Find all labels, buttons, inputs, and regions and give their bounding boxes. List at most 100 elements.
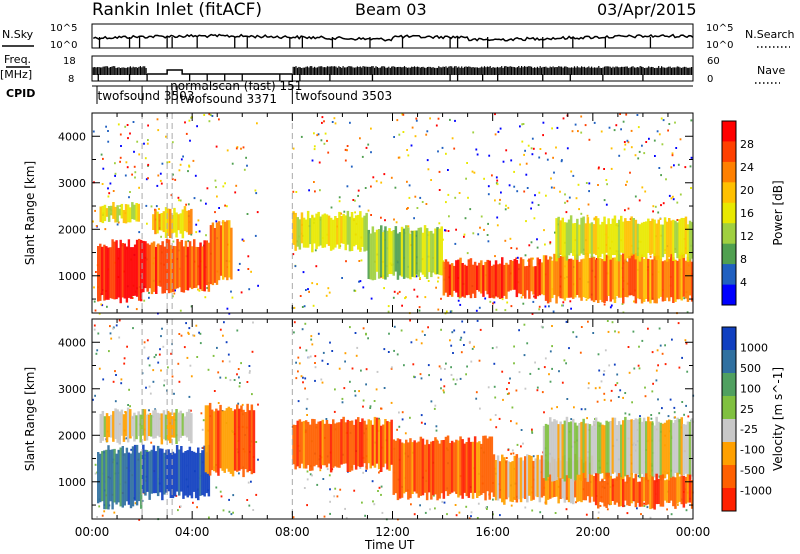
band-cell bbox=[103, 416, 107, 437]
scatter-cell bbox=[193, 197, 196, 200]
band-cell bbox=[146, 243, 149, 292]
scatter-cell bbox=[218, 118, 220, 121]
band-cell bbox=[574, 223, 577, 259]
band-cell bbox=[538, 459, 542, 503]
band-cell bbox=[611, 478, 615, 501]
scatter-cell bbox=[172, 240, 175, 243]
scatter-cell bbox=[636, 507, 638, 510]
scatter-cell bbox=[152, 369, 155, 372]
y-tick-label: 4000 bbox=[58, 130, 86, 143]
scatter-cell bbox=[183, 346, 186, 349]
scatter-cell bbox=[544, 305, 547, 308]
scatter-cell bbox=[109, 332, 112, 335]
scatter-cell bbox=[533, 295, 535, 298]
scatter-cell bbox=[495, 426, 498, 429]
band-cell bbox=[190, 208, 193, 234]
band-cell bbox=[534, 266, 537, 299]
band-cell bbox=[129, 247, 133, 299]
scatter-cell bbox=[376, 370, 379, 373]
scatter-cell bbox=[391, 366, 393, 369]
scatter-cell bbox=[566, 147, 569, 150]
scatter-cell bbox=[246, 164, 248, 167]
band-cell bbox=[144, 449, 147, 496]
band-cell bbox=[182, 452, 185, 499]
scatter-cell bbox=[524, 254, 527, 257]
scatter-cell bbox=[639, 415, 641, 418]
scatter-cell bbox=[413, 513, 416, 516]
scatter-cell bbox=[248, 504, 251, 507]
band-cell bbox=[630, 473, 633, 504]
scatter-cell bbox=[320, 139, 323, 142]
band-cell bbox=[352, 424, 356, 465]
scatter-cell bbox=[603, 398, 606, 401]
scatter-cell bbox=[661, 143, 664, 146]
band-cell bbox=[590, 222, 594, 258]
band-cell bbox=[634, 473, 638, 508]
scatter-cell bbox=[543, 229, 545, 232]
scatter-cell bbox=[523, 354, 526, 357]
band-cell bbox=[467, 437, 471, 498]
scatter-cell bbox=[684, 166, 687, 169]
scatter-cell bbox=[205, 234, 207, 237]
scatter-cell bbox=[329, 500, 331, 503]
nsearch-label: N.Search bbox=[745, 28, 795, 41]
band-cell bbox=[436, 440, 439, 501]
band-cell bbox=[342, 416, 345, 464]
x-tick-label: 12:00 bbox=[375, 525, 410, 539]
band-cell bbox=[607, 255, 610, 296]
beam-title: Beam 03 bbox=[355, 0, 427, 19]
scatter-cell bbox=[156, 118, 159, 121]
band-cell bbox=[117, 247, 120, 298]
scatter-cell bbox=[532, 257, 534, 260]
scatter-cell bbox=[190, 305, 193, 308]
scatter-cell bbox=[600, 380, 603, 383]
band-cell bbox=[138, 452, 141, 502]
band-cell bbox=[592, 256, 596, 303]
band-cell bbox=[665, 221, 669, 262]
band-cell bbox=[578, 224, 581, 256]
scatter-cell bbox=[380, 216, 382, 219]
band-cell bbox=[444, 259, 448, 293]
scatter-cell bbox=[114, 370, 116, 373]
band-cell bbox=[442, 261, 446, 296]
scatter-cell bbox=[506, 388, 508, 391]
band-cell bbox=[553, 253, 556, 295]
scatter-cell bbox=[92, 220, 94, 223]
band-cell bbox=[165, 449, 168, 493]
scatter-cell bbox=[650, 414, 653, 416]
band-cell bbox=[166, 208, 170, 236]
band-cell bbox=[348, 421, 352, 472]
band-cell bbox=[559, 256, 562, 299]
scatter-cell bbox=[247, 255, 250, 258]
band-cell bbox=[213, 228, 217, 283]
scatter-cell bbox=[143, 142, 145, 145]
band-cell bbox=[569, 258, 573, 298]
scatter-cell bbox=[536, 389, 539, 392]
band-cell bbox=[676, 260, 679, 300]
scatter-cell bbox=[606, 320, 609, 322]
scatter-cell bbox=[215, 486, 218, 489]
band-cell bbox=[99, 453, 102, 503]
scatter-cell bbox=[520, 429, 523, 431]
scatter-cell bbox=[317, 133, 320, 136]
scatter-cell bbox=[569, 300, 572, 303]
band-cell bbox=[159, 245, 162, 287]
band-cell bbox=[242, 409, 245, 478]
band-cell bbox=[382, 232, 385, 279]
scatter-cell bbox=[614, 330, 616, 333]
band-cell bbox=[164, 207, 168, 238]
scatter-cell bbox=[216, 346, 218, 349]
band-cell bbox=[544, 255, 548, 301]
band-cell bbox=[323, 423, 327, 466]
band-cell bbox=[174, 246, 177, 290]
scatter-cell bbox=[192, 334, 194, 337]
band-cell bbox=[150, 242, 154, 295]
scatter-cell bbox=[365, 146, 368, 149]
scatter-cell bbox=[344, 159, 347, 162]
scatter-cell bbox=[370, 214, 372, 216]
band-cell bbox=[653, 480, 656, 510]
scatter-cell bbox=[662, 119, 665, 122]
band-cell bbox=[170, 245, 173, 293]
band-cell bbox=[540, 262, 544, 295]
band-cell bbox=[321, 214, 324, 248]
